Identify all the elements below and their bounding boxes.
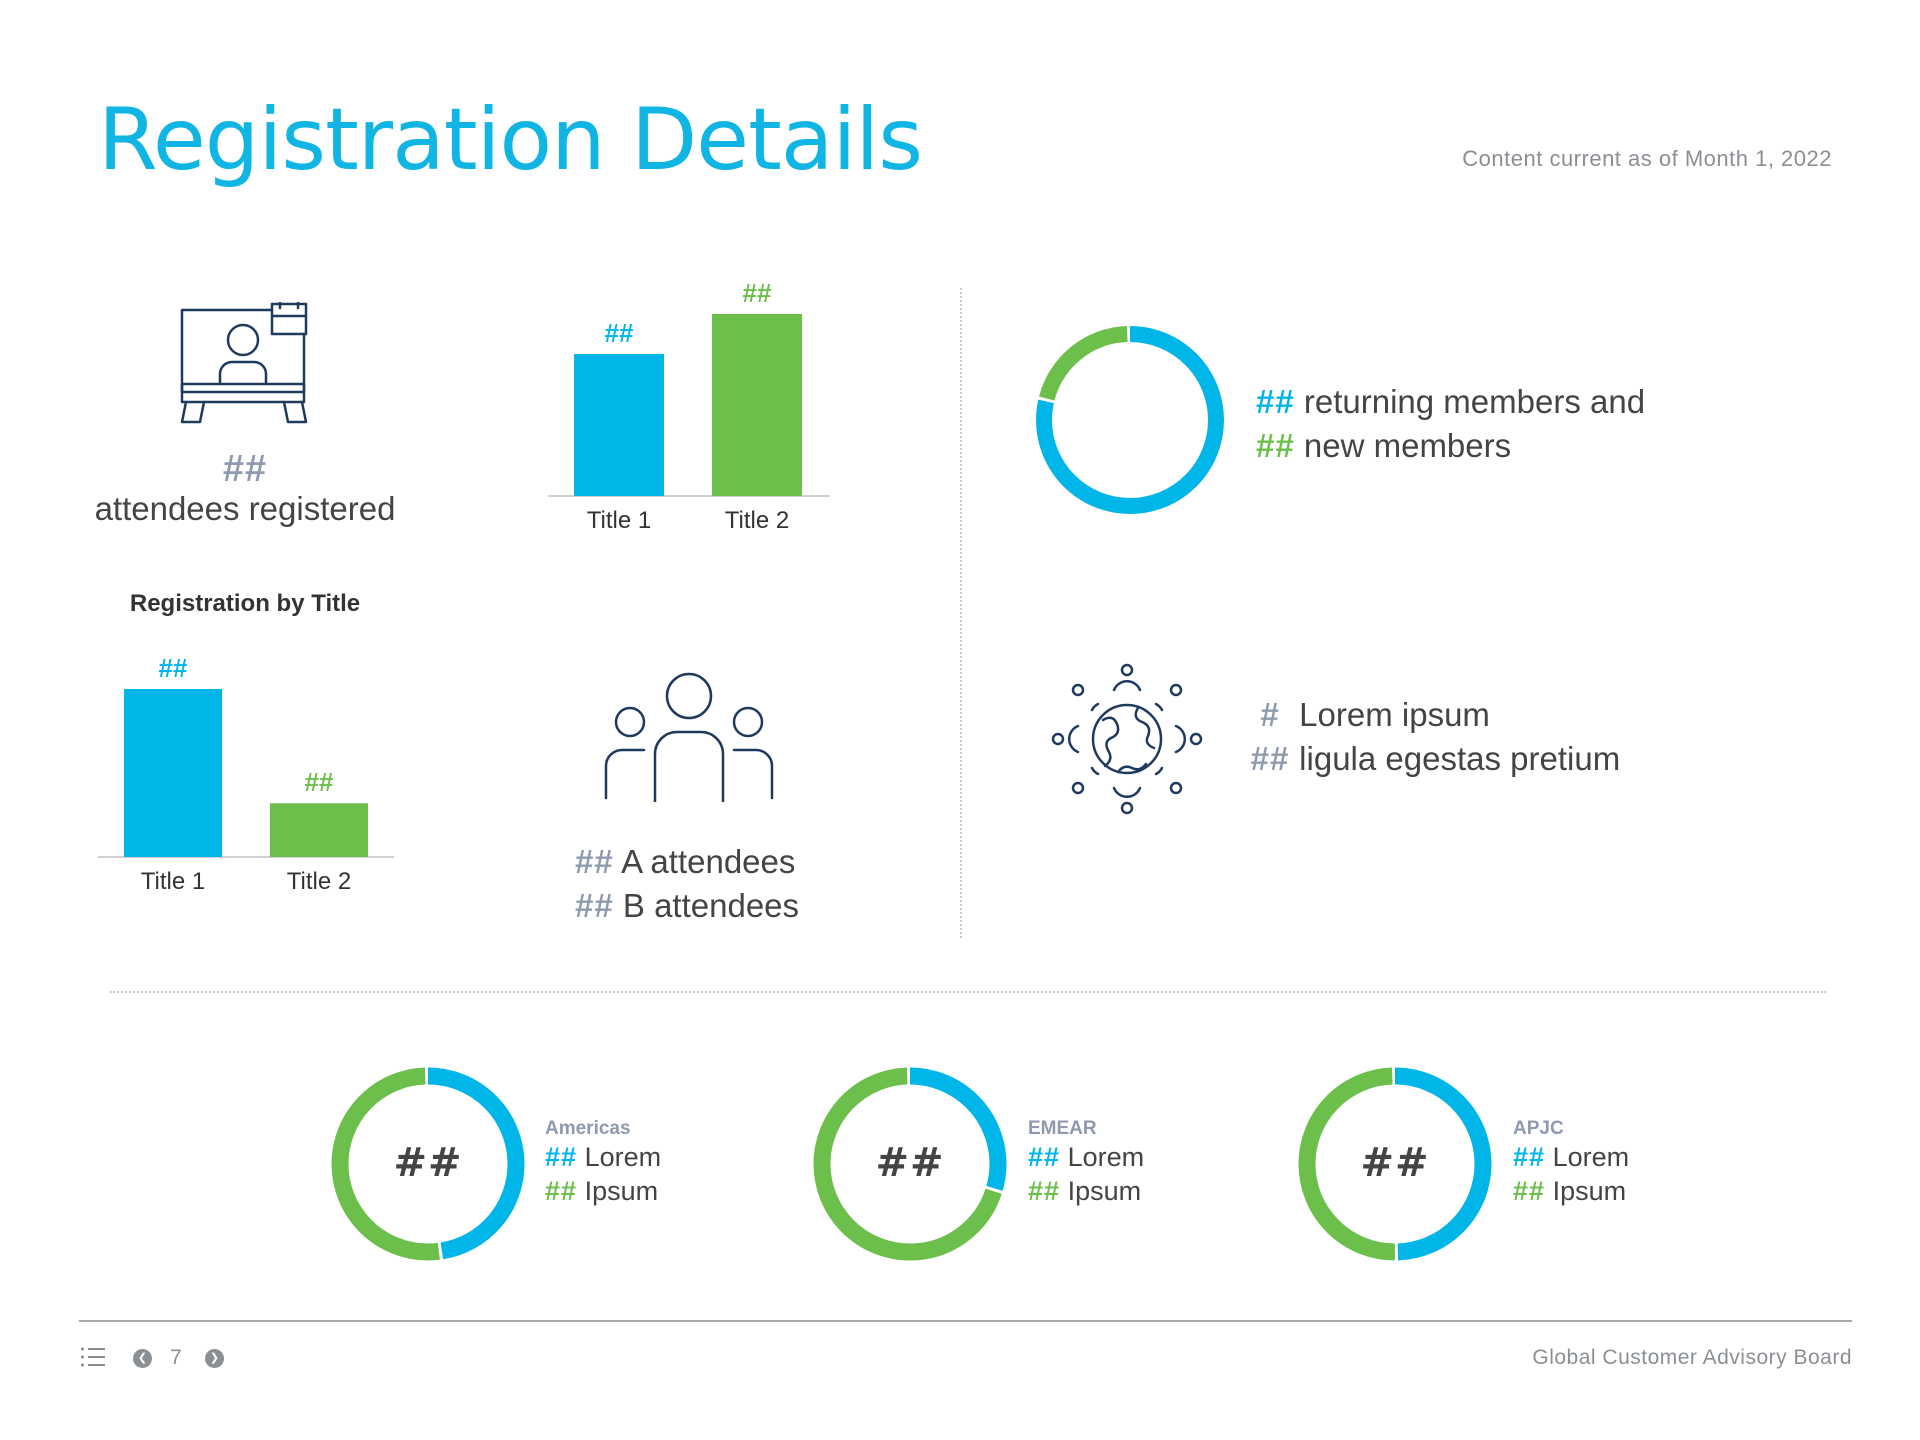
list-menu-icon[interactable] [80,1346,106,1368]
apjc-center-value: ## [1360,1140,1430,1186]
group-people-icon [600,672,778,804]
donut-ring [1036,326,1224,514]
globe-line1-label: Lorem ipsum [1299,696,1490,733]
globe-line2-label: ligula egestas pretium [1299,740,1621,777]
chevron-right-icon[interactable]: ❯ [205,1349,224,1368]
video-conference-icon [180,300,310,424]
a-attendees-count: ## [575,843,614,880]
donut-segment-1 [331,1067,525,1261]
emear-lorem-label: Lorem [1067,1142,1145,1172]
bar-category-label-2: Title 2 [725,507,789,534]
americas-center-value: ## [393,1140,463,1186]
returning-members-label: returning members and [1303,383,1646,420]
bar-category-label-1: Title 1 [587,507,651,534]
attendees-label: attendees registered [94,490,396,527]
returning-members-count: ## [1256,383,1295,420]
apjc-ipsum-row: ## Ipsum [1513,1174,1629,1208]
emear-ipsum-row: ## Ipsum [1028,1174,1144,1208]
bar-category-label-1: Title 1 [141,868,205,895]
globe-legend-row-1: # Lorem ipsum [1250,693,1620,737]
chevron-left-icon[interactable]: ❮ [133,1349,152,1368]
members-donut [1030,320,1230,520]
donut-segment-1 [813,1067,1007,1261]
globe-icon [1048,660,1206,818]
new-members-count: ## [1256,427,1295,464]
bar-chart-by-title: ## Title 1 ## Title 2 [98,645,398,905]
page-number: 7 [170,1346,182,1369]
globe-line2-count: ## [1250,740,1290,777]
new-members-row: ## new members [1256,424,1645,468]
apjc-legend: APJC ## Lorem ## Ipsum [1513,1118,1629,1208]
a-attendees-label: A attendees [621,843,796,880]
donut-segment-1 [1298,1067,1492,1261]
apjc-ipsum-label: Ipsum [1552,1176,1627,1206]
emear-region-name: EMEAR [1028,1118,1097,1139]
emear-lorem-row: ## Lorem [1028,1140,1144,1174]
donut-ring [1298,1067,1492,1261]
vertical-divider [960,288,962,938]
apjc-lorem-label: Lorem [1552,1142,1630,1172]
donut-segment-2 [813,1067,1007,1261]
americas-lorem-label: Lorem [584,1142,662,1172]
new-members-label: new members [1303,427,1512,464]
americas-region-name: Americas [545,1118,631,1139]
footer-divider [79,1320,1852,1322]
donut-segment-2 [331,1067,525,1261]
emear-ipsum-count: ## [1028,1176,1061,1206]
americas-ipsum-row: ## Ipsum [545,1174,661,1208]
page-title: Registration Details [98,90,923,190]
bar-data-label-1: ## [159,653,188,683]
emear-legend: EMEAR ## Lorem ## Ipsum [1028,1118,1144,1208]
members-legend: ## returning members and ## new members [1256,380,1645,468]
globe-legend: # Lorem ipsum ## ligula egestas pretium [1250,693,1621,781]
returning-members-row: ## returning members and [1256,380,1645,424]
bar-2 [270,803,368,857]
registration-by-title-heading: Registration by Title [129,590,361,617]
apjc-donut [1295,1064,1495,1264]
americas-legend: Americas ## Lorem ## Ipsum [545,1118,661,1208]
americas-ipsum-label: Ipsum [584,1176,659,1206]
apjc-lorem-row: ## Lorem [1513,1140,1629,1174]
legend-a-row: ## A attendees [575,840,799,884]
emear-lorem-count: ## [1028,1142,1061,1172]
bar-data-label-1: ## [605,318,634,348]
americas-donut [328,1064,528,1264]
bar-category-label-2: Title 2 [287,868,351,895]
apjc-region-name: APJC [1513,1118,1564,1139]
bar-1 [124,689,222,857]
emear-center-value: ## [875,1140,945,1186]
people-legend: ## A attendees ## B attendees [575,840,799,928]
emear-ipsum-label: Ipsum [1067,1176,1142,1206]
footer-brand: Global Customer Advisory Board [1532,1346,1852,1369]
bar-data-label-2: ## [305,767,334,797]
donut-segment-2 [1298,1067,1492,1261]
americas-lorem-count: ## [545,1142,578,1172]
attendees-count: ## [222,448,268,490]
americas-ipsum-count: ## [545,1176,578,1206]
donut-segment-1 [1036,326,1224,514]
bar-data-label-2: ## [743,278,772,308]
donut-ring [813,1067,1007,1261]
bar-1 [574,354,664,496]
b-attendees-label: B attendees [622,887,800,924]
bar-2 [712,314,802,496]
content-date: Content current as of Month 1, 2022 [1462,146,1832,171]
emear-donut [810,1064,1010,1264]
globe-legend-row-2: ## ligula egestas pretium [1250,737,1621,781]
b-attendees-count: ## [575,887,614,924]
legend-b-row: ## B attendees [575,884,799,928]
apjc-lorem-count: ## [1513,1142,1546,1172]
americas-lorem-row: ## Lorem [545,1140,661,1174]
apjc-ipsum-count: ## [1513,1176,1546,1206]
donut-ring [331,1067,525,1261]
bar-chart-top: ## Title 1 ## Title 2 [548,270,838,540]
horizontal-divider [110,991,1826,993]
globe-line1-count: # [1260,696,1280,733]
